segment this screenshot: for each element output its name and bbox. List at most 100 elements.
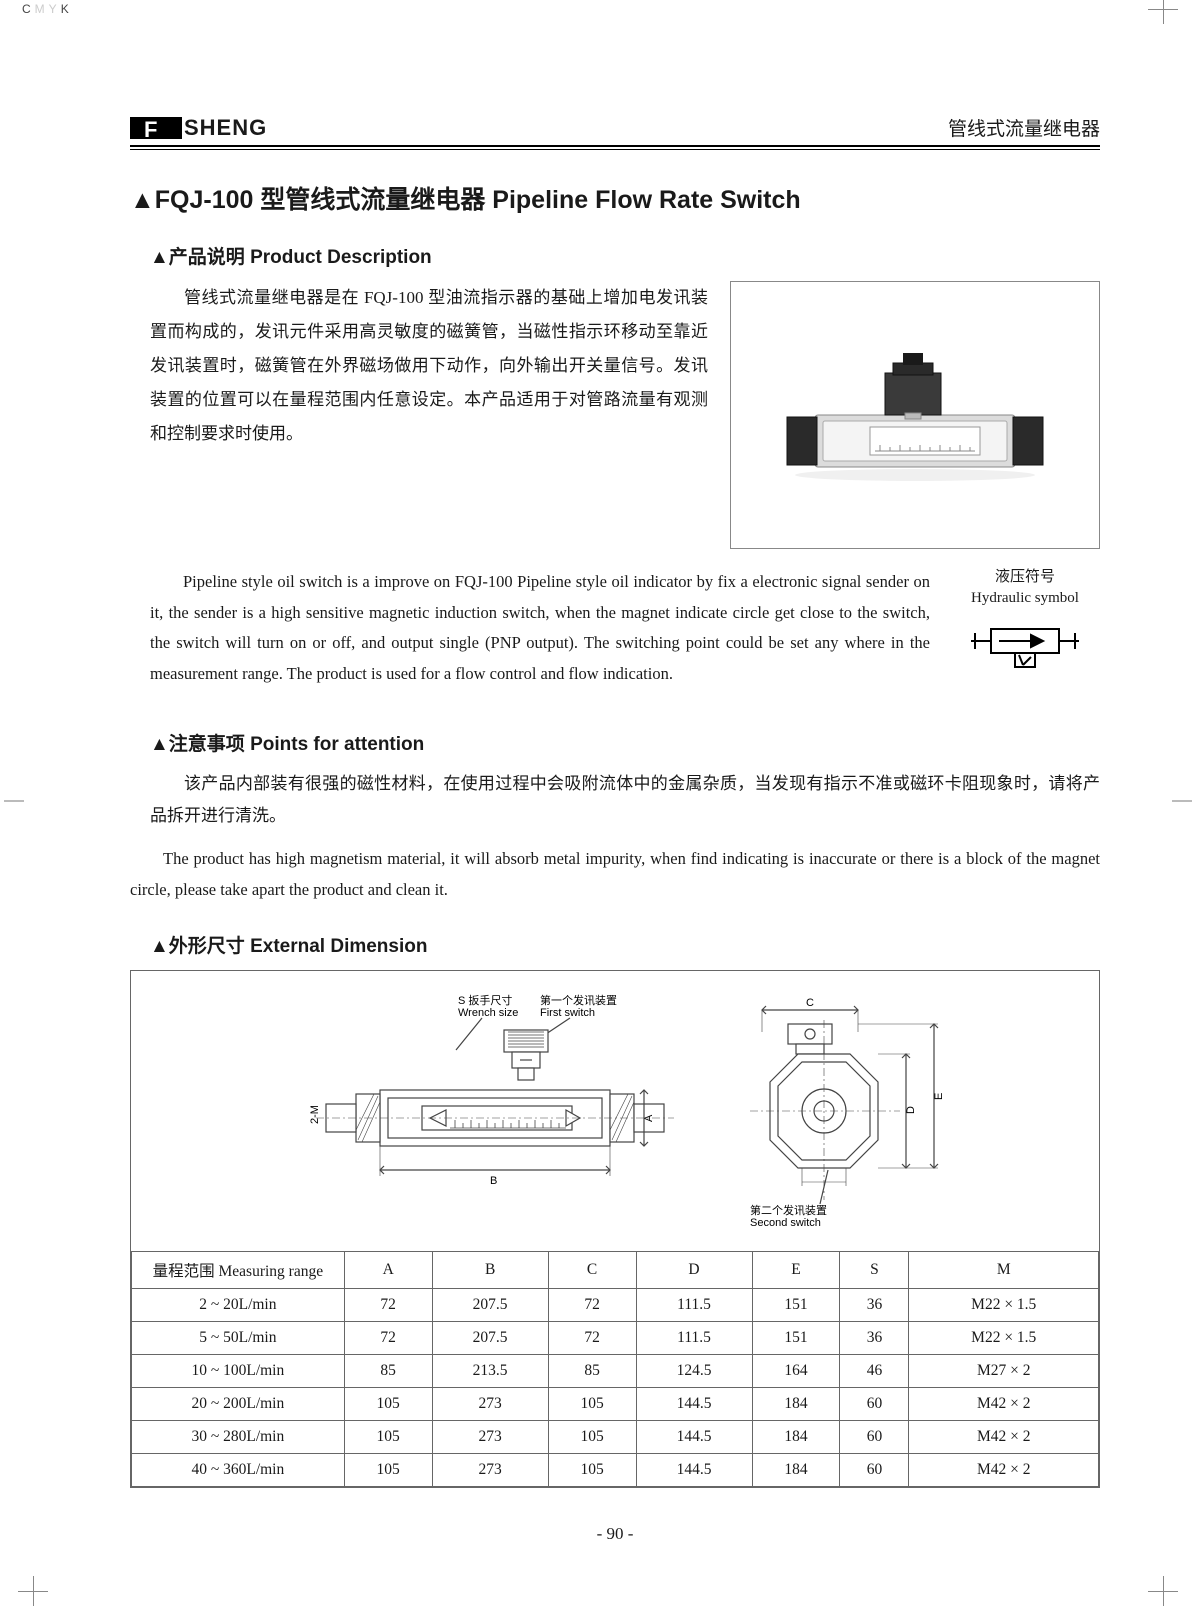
svg-text:2-M: 2-M <box>309 1105 321 1124</box>
table-cell: M42 × 2 <box>909 1388 1099 1421</box>
table-cell: 273 <box>432 1454 548 1487</box>
table-cell: 184 <box>752 1454 840 1487</box>
brand-text: SHENG <box>184 115 267 141</box>
table-cell: 207.5 <box>432 1322 548 1355</box>
table-cell: 105 <box>548 1388 636 1421</box>
table-cell: 72 <box>344 1322 432 1355</box>
dimension-box: S 扳手尺寸 Wrench size 第一个发讯装置 First switch <box>130 970 1100 1488</box>
table-cell: 60 <box>840 1421 909 1454</box>
table-cell: 105 <box>548 1454 636 1487</box>
crop-mark-br <box>1148 1576 1178 1606</box>
table-cell: 151 <box>752 1322 840 1355</box>
table-body: 2 ~ 20L/min72207.572111.515136M22 × 1.55… <box>132 1289 1099 1487</box>
table-cell: 184 <box>752 1388 840 1421</box>
table-cell: 273 <box>432 1388 548 1421</box>
product-desc-block: 管线式流量继电器是在 FQJ-100 型油流指示器的基础上增加电发讯装置而构成的… <box>150 281 1100 549</box>
table-cell: 5 ~ 50L/min <box>132 1322 345 1355</box>
page-number: - 90 - <box>130 1524 1100 1544</box>
svg-text:Second switch: Second switch <box>750 1217 821 1229</box>
table-cell: 184 <box>752 1421 840 1454</box>
svg-text:第二个发讯装置: 第二个发讯装置 <box>750 1203 827 1217</box>
page-content: F SHENG 管线式流量继电器 ▲FQJ-100 型管线式流量继电器 Pipe… <box>130 114 1100 1500</box>
table-row: 10 ~ 100L/min85213.585124.516446M27 × 2 <box>132 1355 1099 1388</box>
table-header-cell: E <box>752 1252 840 1289</box>
svg-text:C: C <box>806 997 814 1009</box>
product-desc-cn: 管线式流量继电器是在 FQJ-100 型油流指示器的基础上增加电发讯装置而构成的… <box>150 281 708 451</box>
table-cell: 207.5 <box>432 1289 548 1322</box>
table-cell: 144.5 <box>636 1388 752 1421</box>
table-cell: 85 <box>344 1355 432 1388</box>
table-header-cell: M <box>909 1252 1099 1289</box>
crop-mark-tr <box>1148 0 1178 24</box>
table-row: 20 ~ 200L/min105273105144.518460M42 × 2 <box>132 1388 1099 1421</box>
svg-text:D: D <box>905 1106 917 1114</box>
table-cell: 46 <box>840 1355 909 1388</box>
table-cell: 213.5 <box>432 1355 548 1388</box>
page-header: F SHENG 管线式流量继电器 <box>130 114 1100 141</box>
table-cell: 60 <box>840 1388 909 1421</box>
hydraulic-symbol-block: 液压符号 Hydraulic symbol <box>950 567 1100 682</box>
table-row: 40 ~ 360L/min105273105144.518460M42 × 2 <box>132 1454 1099 1487</box>
table-cell: 72 <box>548 1322 636 1355</box>
svg-text:First switch: First switch <box>540 1007 595 1019</box>
brand-logo-mark: F <box>130 117 182 139</box>
table-header-cell: C <box>548 1252 636 1289</box>
table-cell: 273 <box>432 1421 548 1454</box>
product-illustration <box>755 315 1075 515</box>
mid-mark-left <box>4 800 24 802</box>
table-cell: 144.5 <box>636 1454 752 1487</box>
table-header-cell: S <box>840 1252 909 1289</box>
table-row: 5 ~ 50L/min72207.572111.515136M22 × 1.5 <box>132 1322 1099 1355</box>
table-cell: 36 <box>840 1322 909 1355</box>
table-cell: 164 <box>752 1355 840 1388</box>
crop-mark-bl <box>18 1576 48 1606</box>
table-cell: 111.5 <box>636 1289 752 1322</box>
table-cell: 144.5 <box>636 1421 752 1454</box>
product-desc-en: Pipeline style oil switch is a improve o… <box>150 567 930 689</box>
table-cell: 151 <box>752 1289 840 1322</box>
table-cell: 105 <box>548 1421 636 1454</box>
dimension-diagram: S 扳手尺寸 Wrench size 第一个发讯装置 First switch <box>131 971 1099 1251</box>
section-heading-dimension: ▲外形尺寸 External Dimension <box>150 931 1100 958</box>
attention-text-en: The product has high magnetism material,… <box>130 843 1100 906</box>
table-cell: M22 × 1.5 <box>909 1289 1099 1322</box>
table-cell: 60 <box>840 1454 909 1487</box>
table-header-cell: A <box>344 1252 432 1289</box>
table-cell: M42 × 2 <box>909 1421 1099 1454</box>
brand-logo: F SHENG <box>130 115 267 141</box>
page-title: ▲FQJ-100 型管线式流量继电器 Pipeline Flow Rate Sw… <box>130 180 1100 216</box>
product-desc-en-row: Pipeline style oil switch is a improve o… <box>150 567 1100 689</box>
table-cell: 111.5 <box>636 1322 752 1355</box>
section-heading-product-desc: ▲产品说明 Product Description <box>150 242 1100 269</box>
hydraulic-label-cn: 液压符号 <box>950 567 1100 588</box>
table-header-cell: D <box>636 1252 752 1289</box>
table-cell: 40 ~ 360L/min <box>132 1454 345 1487</box>
header-category: 管线式流量继电器 <box>948 114 1100 141</box>
table-cell: 105 <box>344 1388 432 1421</box>
table-cell: 72 <box>344 1289 432 1322</box>
attention-text-cn: 该产品内部装有很强的磁性材料，在使用过程中会吸附流体中的金属杂质，当发现有指示不… <box>150 768 1100 833</box>
svg-text:第一个发讯装置: 第一个发讯装置 <box>540 993 617 1007</box>
table-cell: 124.5 <box>636 1355 752 1388</box>
table-cell: 30 ~ 280L/min <box>132 1421 345 1454</box>
dimension-table: 量程范围 Measuring rangeABCDESM 2 ~ 20L/min7… <box>131 1251 1099 1487</box>
dimension-front-view: S 扳手尺寸 Wrench size 第一个发讯装置 First switch <box>260 990 680 1240</box>
table-row: 2 ~ 20L/min72207.572111.515136M22 × 1.5 <box>132 1289 1099 1322</box>
table-cell: 105 <box>344 1454 432 1487</box>
table-row: 30 ~ 280L/min105273105144.518460M42 × 2 <box>132 1421 1099 1454</box>
table-cell: 85 <box>548 1355 636 1388</box>
table-cell: 2 ~ 20L/min <box>132 1289 345 1322</box>
cmyk-mark: CMYK <box>22 2 73 16</box>
svg-text:Wrench size: Wrench size <box>458 1007 518 1019</box>
svg-text:B: B <box>490 1175 497 1187</box>
table-cell: 20 ~ 200L/min <box>132 1388 345 1421</box>
table-cell: 105 <box>344 1421 432 1454</box>
product-photo-box <box>730 281 1100 549</box>
table-header-row: 量程范围 Measuring rangeABCDESM <box>132 1252 1099 1289</box>
table-header-cell: 量程范围 Measuring range <box>132 1252 345 1289</box>
table-cell: 10 ~ 100L/min <box>132 1355 345 1388</box>
svg-text:S 扳手尺寸: S 扳手尺寸 <box>458 993 512 1007</box>
hydraulic-label-en: Hydraulic symbol <box>950 588 1100 609</box>
table-header-cell: B <box>432 1252 548 1289</box>
table-cell: M22 × 1.5 <box>909 1322 1099 1355</box>
